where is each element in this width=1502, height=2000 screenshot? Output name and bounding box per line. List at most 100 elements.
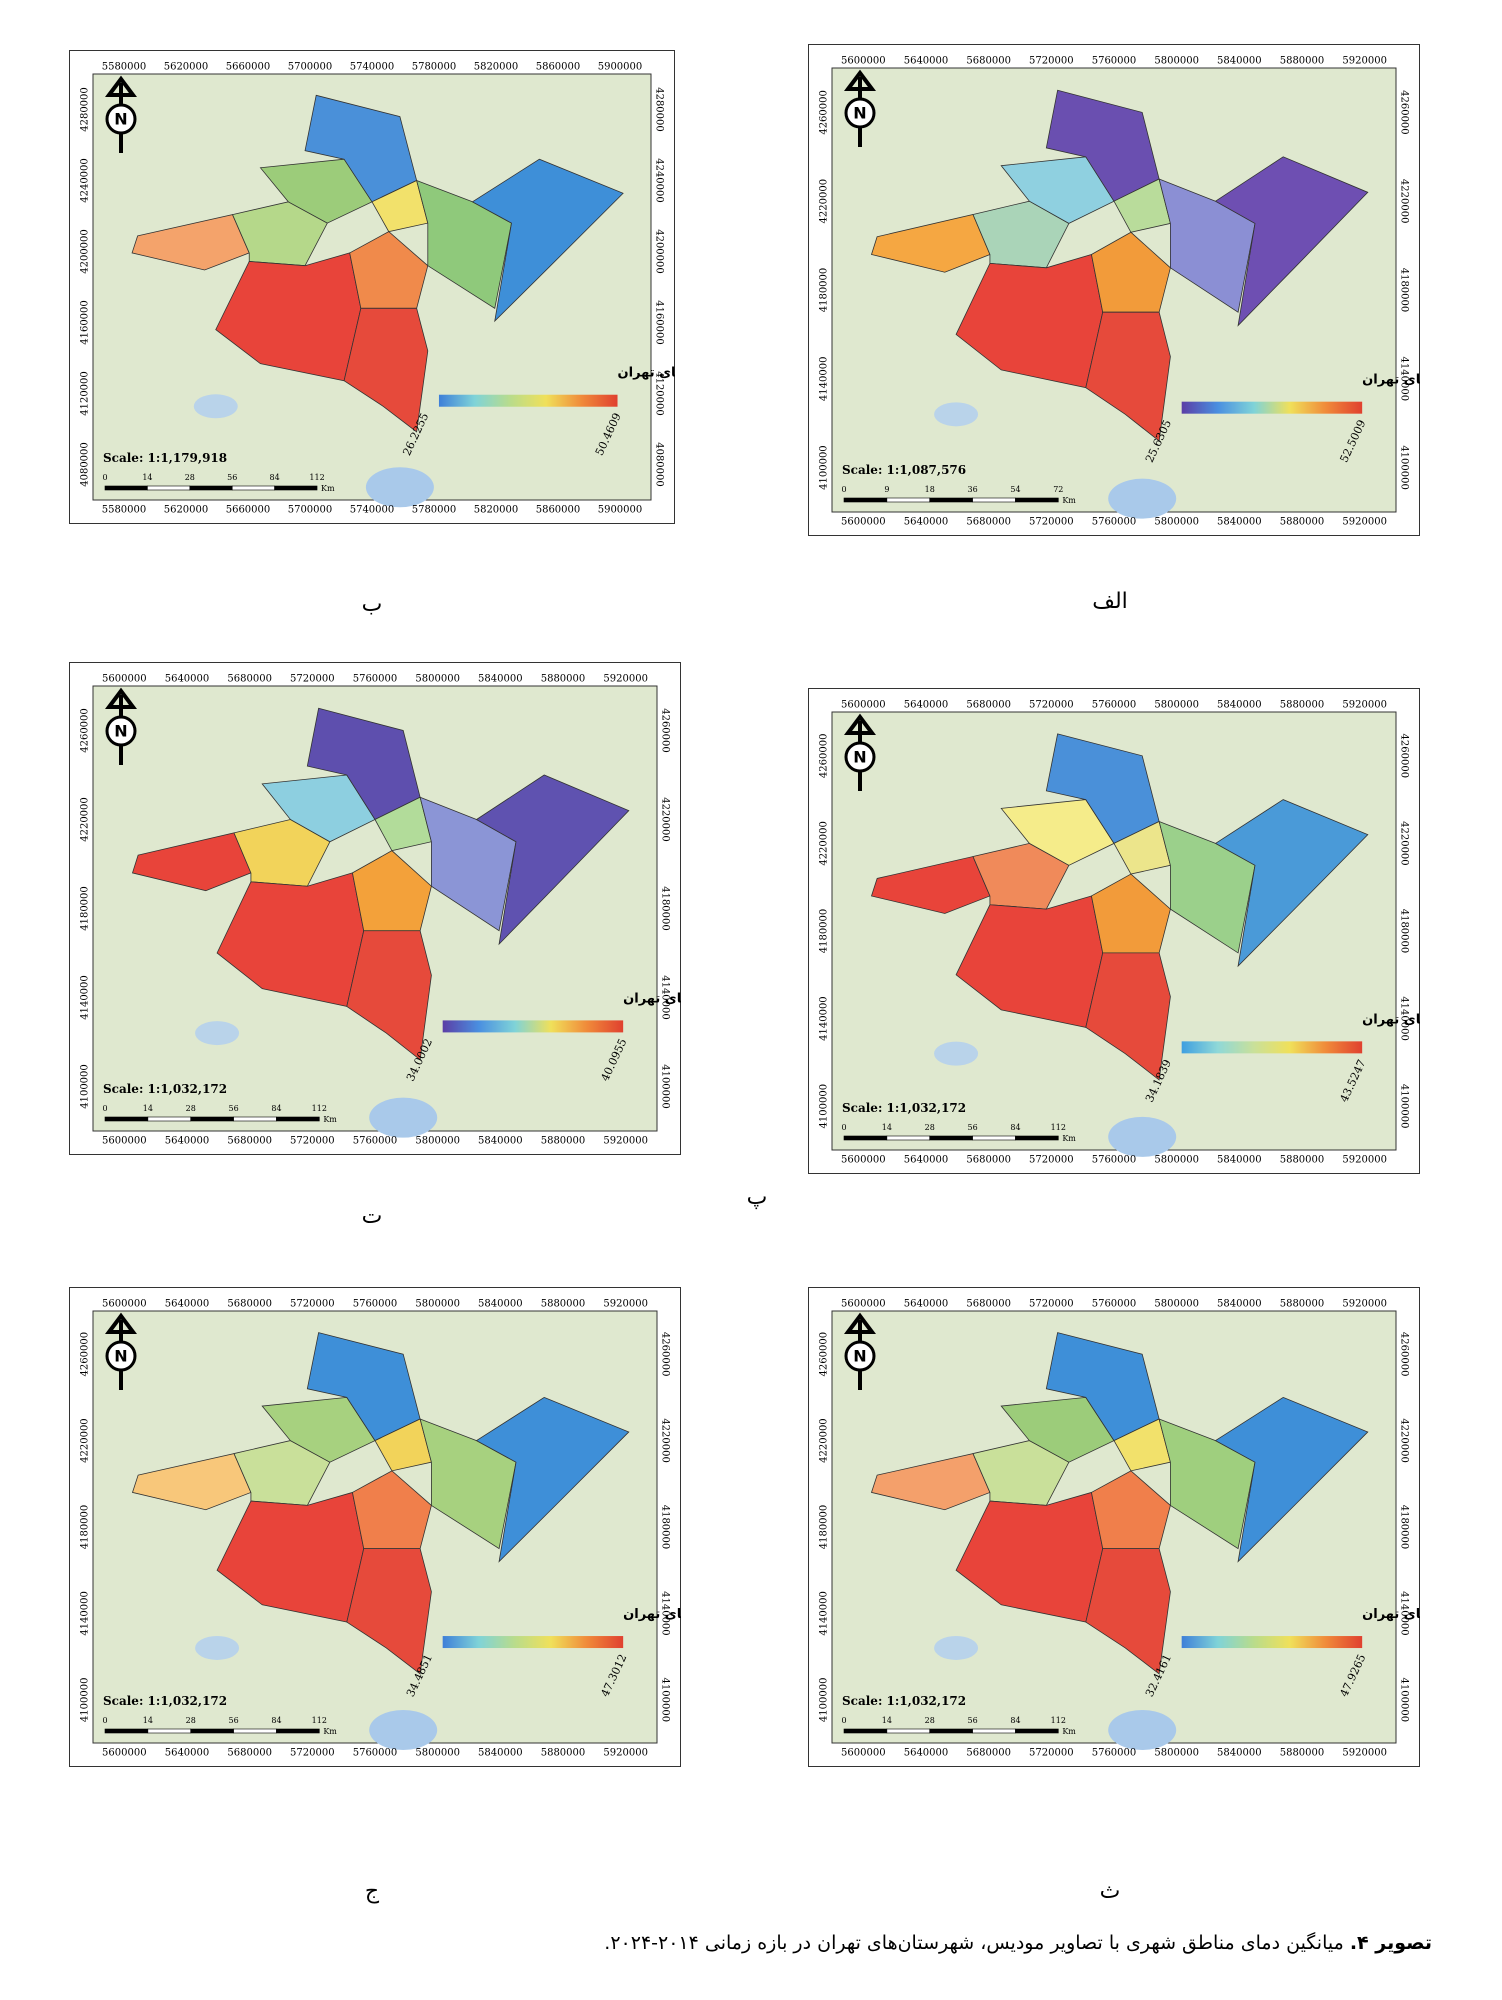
y-coordinate: 4100000 xyxy=(1399,1678,1410,1723)
panel-label: ب xyxy=(361,592,383,617)
x-coordinate: 5680000 xyxy=(966,1748,1011,1759)
x-coordinate: 5600000 xyxy=(841,1748,886,1759)
district xyxy=(1000,799,1115,866)
scale-text: Scale: 1:1,032,172 xyxy=(103,1694,227,1708)
district xyxy=(870,214,991,273)
y-coordinate: 4140000 xyxy=(1399,996,1410,1041)
legend-bar xyxy=(442,1020,624,1033)
y-coordinate: 4100000 xyxy=(819,445,830,490)
x-coordinate: 5760000 xyxy=(1092,1299,1137,1310)
district xyxy=(870,856,991,914)
north-circle xyxy=(844,1340,876,1372)
scale-text: Scale: 1:1,032,172 xyxy=(842,1101,966,1115)
x-coordinate: 5600000 xyxy=(841,1155,886,1166)
north-circle xyxy=(105,715,137,747)
x-coordinate: 5800000 xyxy=(1154,1748,1199,1759)
lake xyxy=(193,394,238,419)
x-coordinate: 5840000 xyxy=(478,674,523,685)
x-coordinate: 5720000 xyxy=(1029,1299,1074,1310)
x-coordinate: 5680000 xyxy=(227,674,272,685)
scale-unit: Km xyxy=(1062,496,1076,505)
legend-bar xyxy=(1181,1636,1363,1649)
x-coordinate: 5640000 xyxy=(165,1748,210,1759)
district xyxy=(1214,1396,1369,1563)
scale-bar-segment xyxy=(972,497,1016,503)
panel-label: پ xyxy=(746,1185,768,1210)
x-coordinate: 5760000 xyxy=(353,1299,398,1310)
x-coordinate: 5900000 xyxy=(598,505,643,516)
north-circle xyxy=(105,1340,137,1372)
scale-bar-label: 84 xyxy=(1010,1716,1020,1725)
scale-bar-segment xyxy=(843,497,888,503)
x-coordinate: 5920000 xyxy=(1342,517,1387,528)
scale-bar-label: 36 xyxy=(967,485,977,494)
x-coordinate: 5880000 xyxy=(541,1748,586,1759)
lake xyxy=(195,1021,240,1046)
scale-bar-segment xyxy=(104,485,148,491)
y-coordinate: 4260000 xyxy=(80,708,91,753)
scale-bar-label: 0 xyxy=(841,1123,846,1132)
scale-unit: Km xyxy=(323,1115,337,1124)
district xyxy=(131,832,252,892)
scale-bar-label: 9 xyxy=(884,485,889,494)
x-coordinate: 5760000 xyxy=(1092,517,1137,528)
x-coordinate: 5640000 xyxy=(904,1299,949,1310)
y-coordinate: 4220000 xyxy=(1399,179,1410,224)
scale-bar-label: 56 xyxy=(228,1104,238,1113)
north-circle xyxy=(844,741,876,773)
map: 5600000 5600000 5640000 5640000 5680000 56800… xyxy=(69,662,859,1155)
y-coordinate: 4140000 xyxy=(80,975,91,1020)
y-coordinate: 4180000 xyxy=(660,886,671,931)
x-coordinate: 5880000 xyxy=(541,1136,586,1147)
x-coordinate: 5800000 xyxy=(1154,56,1199,67)
panel-label: ج xyxy=(364,1879,380,1904)
x-coordinate: 5840000 xyxy=(1217,56,1262,67)
legend-bar xyxy=(438,394,618,407)
scale-bar-segment xyxy=(1015,497,1059,503)
lake xyxy=(1108,1710,1177,1751)
scale-bar-label: 72 xyxy=(1053,485,1063,494)
scale-bar-label: 28 xyxy=(186,1716,196,1725)
district xyxy=(261,1396,376,1463)
y-coordinate: 4220000 xyxy=(819,179,830,224)
north-arrow-head xyxy=(105,687,137,709)
y-coordinate: 4220000 xyxy=(80,797,91,842)
district xyxy=(131,1453,252,1511)
map-panel: 5600000 5600000 5640000 5640000 5680000 56800… xyxy=(808,1287,1502,1767)
y-coordinate: 4100000 xyxy=(819,1678,830,1723)
y-coordinate: 4100000 xyxy=(660,1678,671,1723)
x-coordinate: 5680000 xyxy=(227,1748,272,1759)
x-coordinate: 5840000 xyxy=(1217,517,1262,528)
x-coordinate: 5680000 xyxy=(966,1299,1011,1310)
lake xyxy=(365,467,434,508)
scale-bar-label: 28 xyxy=(185,473,195,482)
x-coordinate: 5600000 xyxy=(841,1299,886,1310)
x-coordinate: 5920000 xyxy=(1342,1155,1387,1166)
scale-bar-label: 84 xyxy=(271,1716,281,1725)
x-coordinate: 5860000 xyxy=(536,62,581,73)
x-coordinate: 5720000 xyxy=(290,1748,335,1759)
scale-bar-label: 14 xyxy=(882,1123,892,1132)
y-coordinate: 4140000 xyxy=(1399,357,1410,402)
x-coordinate: 5700000 xyxy=(288,505,333,516)
x-coordinate: 5800000 xyxy=(415,1299,460,1310)
scale-bar-segment xyxy=(104,1728,149,1734)
y-coordinate: 4280000 xyxy=(80,87,91,132)
scale-bar-label: 28 xyxy=(925,1123,935,1132)
map: 5580000 5580000 5620000 5620000 5660000 56600… xyxy=(69,50,854,524)
x-coordinate: 5680000 xyxy=(227,1136,272,1147)
scale-bar-label: 14 xyxy=(143,1104,153,1113)
y-coordinate: 4140000 xyxy=(819,357,830,402)
scale-bar-label: 112 xyxy=(309,473,324,482)
x-coordinate: 5800000 xyxy=(1154,1155,1199,1166)
x-coordinate: 5600000 xyxy=(841,700,886,711)
x-coordinate: 5800000 xyxy=(415,1748,460,1759)
x-coordinate: 5720000 xyxy=(1029,1155,1074,1166)
district xyxy=(259,158,373,224)
y-coordinate: 4260000 xyxy=(819,90,830,135)
y-coordinate: 4220000 xyxy=(819,1418,830,1463)
y-coordinate: 4240000 xyxy=(80,158,91,203)
y-coordinate: 4160000 xyxy=(654,300,665,345)
district xyxy=(351,850,432,932)
scale-bar-segment xyxy=(190,1728,234,1734)
